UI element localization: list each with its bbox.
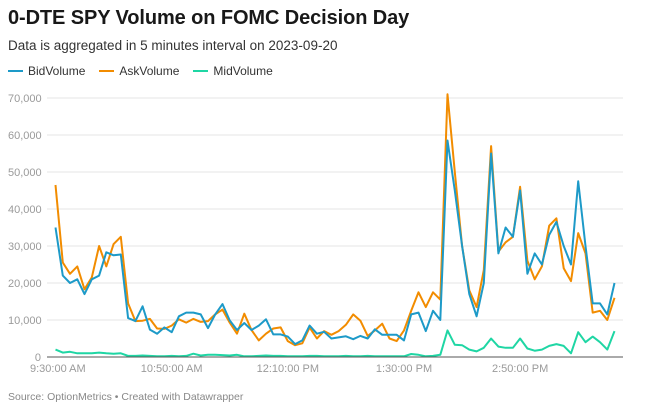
series-line-askvolume (54, 93, 616, 347)
y-tick-label: 70,000 (8, 93, 42, 105)
y-tick-label: 10,000 (8, 315, 42, 327)
legend-swatch-ask (99, 70, 115, 72)
source-footer: Source: OptionMetrics • Created with Dat… (8, 391, 244, 403)
legend: BidVolume AskVolume MidVolume (8, 64, 273, 78)
legend-item-mid: MidVolume (193, 64, 273, 78)
series-line-midvolume (55, 329, 616, 358)
x-tick-label: 1:30:00 PM (376, 363, 432, 375)
legend-label-ask: AskVolume (119, 64, 180, 78)
chart-subtitle: Data is aggregated in 5 minutes interval… (8, 38, 338, 53)
legend-swatch-bid (8, 70, 23, 72)
x-tick-label: 9:30:00 AM (30, 363, 86, 375)
x-tick-label: 10:50:00 AM (141, 363, 203, 375)
legend-label-bid: BidVolume (28, 64, 86, 78)
y-tick-label: 60,000 (8, 130, 42, 142)
y-tick-label: 20,000 (8, 278, 42, 290)
y-tick-label: 0 (35, 352, 41, 364)
y-tick-label: 50,000 (8, 167, 42, 179)
y-tick-label: 40,000 (8, 204, 42, 216)
legend-item-ask: AskVolume (99, 64, 179, 78)
y-tick-label: 30,000 (8, 241, 42, 253)
series-line-bidvolume (54, 139, 616, 346)
x-tick-label: 12:10:00 PM (257, 363, 319, 375)
legend-swatch-mid (193, 70, 209, 72)
x-tick-label: 2:50:00 PM (492, 363, 548, 375)
legend-label-mid: MidVolume (213, 64, 273, 78)
chart-title: 0-DTE SPY Volume on FOMC Decision Day (8, 7, 410, 29)
legend-item-bid: BidVolume (8, 64, 85, 78)
